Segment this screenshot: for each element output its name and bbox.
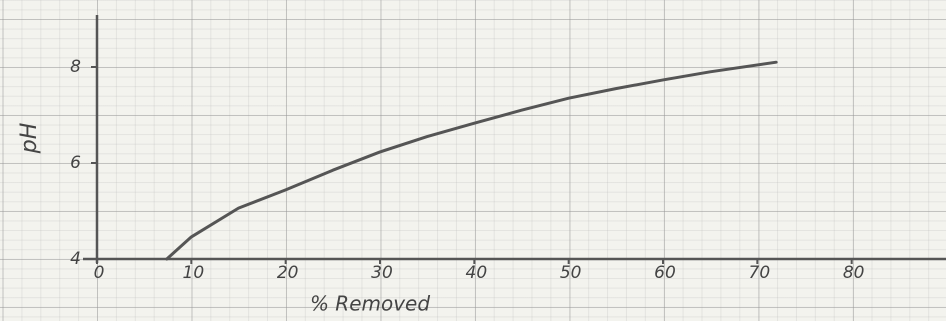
x-tick-label: 0: [94, 263, 105, 283]
chart: pH % Removed 46801020304050607080: [0, 0, 946, 321]
x-tick-label: 60: [654, 263, 676, 283]
data-line: [167, 62, 776, 259]
x-tick-label: 30: [371, 263, 393, 283]
y-tick-label: 4: [70, 249, 81, 269]
x-tick-label: 70: [749, 263, 771, 283]
x-axis-label: % Removed: [310, 292, 430, 316]
x-tick-label: 20: [277, 263, 299, 283]
x-tick-label: 50: [560, 263, 582, 283]
page: pH % Removed 46801020304050607080: [0, 0, 946, 321]
x-tick-label: 10: [183, 263, 205, 283]
y-axis-label: pH: [17, 123, 42, 155]
y-tick-label: 6: [70, 153, 81, 173]
x-tick-label: 40: [466, 263, 488, 283]
x-tick-label: 80: [843, 263, 865, 283]
y-tick-label: 8: [70, 57, 81, 77]
